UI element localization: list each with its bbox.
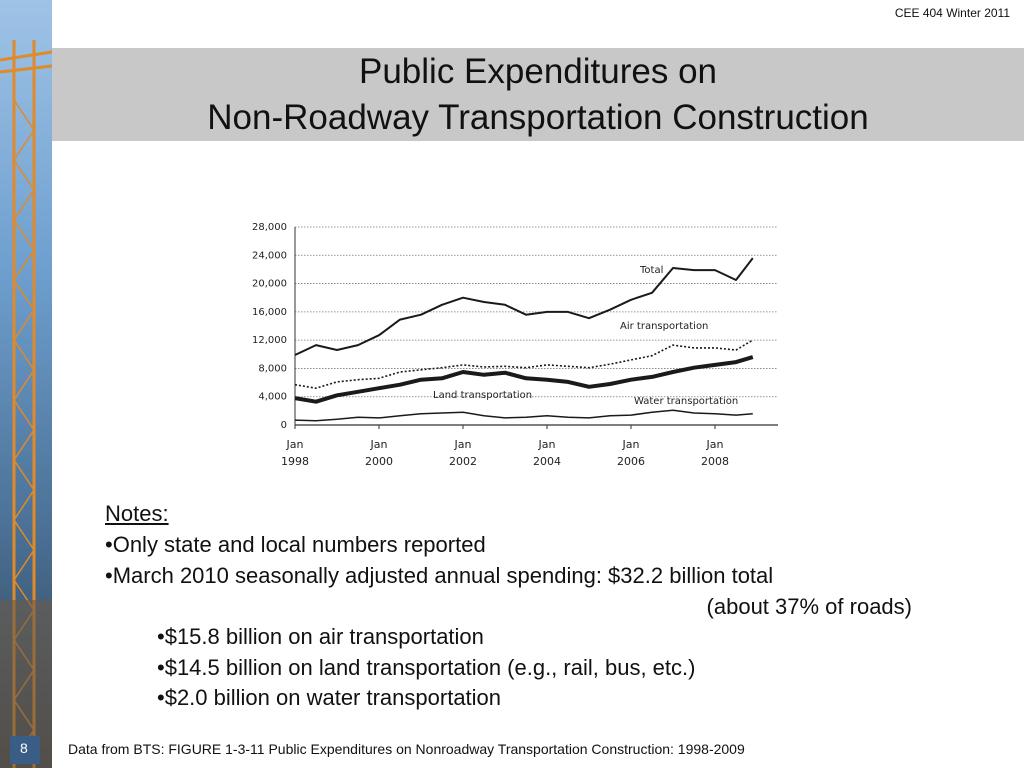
series-label: Total — [639, 265, 663, 276]
series-line — [294, 355, 754, 404]
series-label: Air transportation — [620, 321, 708, 332]
note-subitem: •$14.5 billion on land transportation (e… — [157, 655, 696, 680]
y-tick-label: 28,000 — [252, 222, 287, 233]
note-item: •Only state and local numbers reported — [105, 532, 486, 557]
note-subitem: •$15.8 billion on air transportation — [157, 624, 484, 649]
course-label: CEE 404 Winter 2011 — [894, 6, 1010, 20]
chart-plot: 0 4,000 8,000 12,000 16,000 20,000 24,000 28,00… — [252, 222, 778, 431]
series-line — [294, 257, 754, 356]
series-line — [294, 339, 754, 389]
notes-heading: Notes: — [105, 501, 169, 526]
x-tick-label: Jan 2002 — [449, 438, 477, 468]
crane-art — [0, 40, 52, 768]
y-tick-label: 0 — [281, 420, 287, 431]
series-label: Land transportation — [433, 390, 532, 401]
page-number: 8 — [20, 740, 28, 756]
series-label: Water transportation — [634, 396, 738, 407]
y-tick-label: 24,000 — [252, 250, 287, 261]
x-tick-label: Jan 2008 — [701, 438, 729, 468]
y-tick-label: 4,000 — [258, 392, 287, 403]
side-image — [0, 0, 52, 768]
series-line — [294, 409, 753, 422]
note-item: •March 2010 seasonally adjusted annual s… — [105, 563, 774, 588]
y-tick-label: 8,000 — [258, 363, 287, 374]
note-subitem: •$2.0 billion on water transportation — [157, 685, 502, 710]
title-band — [52, 48, 1024, 141]
y-tick-label: 16,000 — [252, 307, 287, 318]
slide-title: Public Expenditures on — [359, 52, 717, 91]
note-continuation: (about 37% of roads) — [706, 594, 912, 619]
y-tick-label: 12,000 — [252, 335, 287, 346]
x-tick-label: Jan 2004 — [533, 438, 561, 468]
slide-title: Non-Roadway Transportation Construction — [207, 98, 869, 137]
x-tick-label: Jan 1998 — [281, 438, 309, 468]
chart: 0 4,000 8,000 12,000 16,000 20,000 24,000 28,00… — [240, 215, 800, 475]
x-tick-label: Jan 2006 — [617, 438, 645, 468]
y-tick-label: 20,000 — [252, 279, 287, 290]
x-tick-label: Jan 2000 — [365, 438, 393, 468]
source-note: Data from BTS: FIGURE 1-3-11 Public Expe… — [68, 741, 745, 757]
